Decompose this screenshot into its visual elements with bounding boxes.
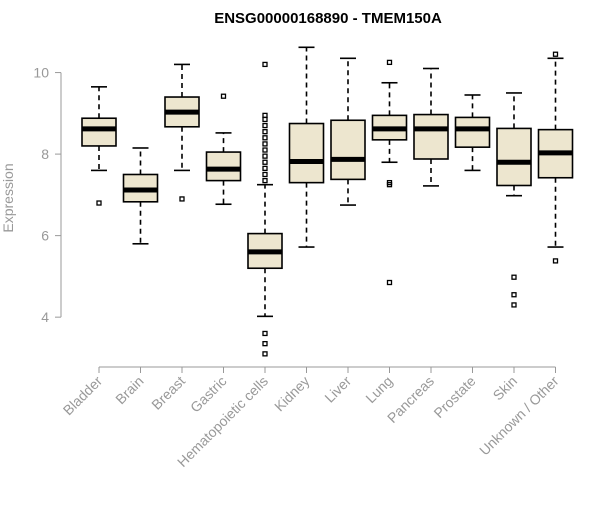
outlier-point bbox=[262, 153, 268, 159]
outlier-point bbox=[552, 51, 559, 57]
box-group bbox=[537, 51, 574, 264]
outlier-point bbox=[262, 165, 268, 172]
outlier-point bbox=[262, 141, 268, 147]
outlier-point bbox=[262, 116, 268, 123]
y-tick-label: 6 bbox=[41, 228, 49, 244]
y-tick-label: 8 bbox=[41, 146, 49, 162]
y-tick-label: 4 bbox=[41, 309, 49, 325]
outlier-point bbox=[511, 292, 517, 298]
box-iqr bbox=[454, 116, 491, 148]
box-group bbox=[413, 67, 449, 187]
outlier-point bbox=[386, 179, 393, 186]
outlier-point bbox=[262, 351, 268, 357]
box-group bbox=[247, 61, 283, 357]
x-tick-label: Brain bbox=[112, 373, 146, 407]
outlier-point bbox=[262, 171, 268, 178]
outlier-point bbox=[262, 129, 268, 135]
box-iqr bbox=[330, 119, 366, 181]
outlier-point bbox=[386, 279, 393, 286]
outlier-point bbox=[262, 341, 268, 347]
outlier-point bbox=[179, 196, 185, 202]
outlier-point bbox=[262, 122, 268, 129]
outlier-point bbox=[262, 330, 268, 337]
x-tick-label: Skin bbox=[490, 373, 521, 404]
outlier-point bbox=[220, 93, 227, 99]
box-iqr bbox=[496, 127, 532, 187]
box-group bbox=[205, 93, 242, 206]
box-iqr bbox=[288, 122, 325, 184]
axes: 4 6 8 10 bbox=[33, 65, 556, 373]
outlier-point bbox=[262, 177, 268, 184]
box-group bbox=[371, 59, 408, 286]
x-tick-label: Bladder bbox=[60, 373, 106, 419]
box-group bbox=[330, 57, 366, 206]
outlier-point bbox=[96, 200, 102, 206]
box-group bbox=[288, 46, 325, 248]
outlier-point bbox=[262, 135, 268, 141]
x-tick-label: Lung bbox=[362, 373, 395, 406]
outlier-point bbox=[511, 302, 517, 308]
outlier-point bbox=[262, 61, 268, 68]
box-iqr bbox=[81, 117, 117, 147]
y-axis-label: Expression bbox=[0, 163, 16, 232]
x-tick-label: Breast bbox=[148, 373, 188, 413]
box-group bbox=[122, 147, 159, 245]
outlier-point bbox=[262, 112, 268, 119]
box-group bbox=[81, 86, 117, 206]
boxes-layer bbox=[81, 46, 574, 357]
box-iqr bbox=[413, 113, 449, 160]
x-tick-label: Unknown / Other bbox=[476, 373, 562, 459]
box-iqr bbox=[205, 151, 242, 182]
box-group bbox=[164, 63, 200, 202]
outlier-point bbox=[262, 147, 268, 153]
x-tick-label: Kidney bbox=[271, 373, 313, 415]
outlier-point bbox=[386, 59, 393, 66]
box-group bbox=[454, 94, 491, 172]
y-tick-label: 10 bbox=[33, 65, 49, 81]
box-group bbox=[496, 92, 532, 308]
outlier-point bbox=[511, 274, 517, 280]
chart-title: ENSG00000168890 - TMEM150A bbox=[214, 10, 442, 27]
x-tick-label: Liver bbox=[321, 373, 354, 406]
x-tick-label: Prostate bbox=[430, 373, 478, 421]
outlier-point bbox=[262, 159, 268, 165]
outlier-point bbox=[552, 258, 559, 264]
